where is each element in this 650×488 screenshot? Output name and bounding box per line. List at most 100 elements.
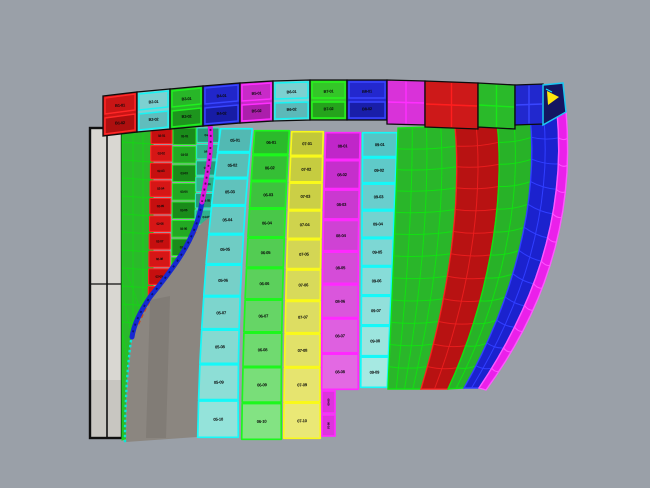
panel[interactable] [104,113,136,135]
panel[interactable] [320,353,360,391]
panel[interactable] [243,299,284,333]
panel[interactable] [248,180,288,209]
panel[interactable] [245,237,286,268]
panel[interactable] [274,81,309,100]
panel[interactable] [172,164,197,183]
edge-curve-cyan-dashed[interactable] [123,339,133,445]
top-band-panel[interactable]: B3-01 B3-02 [169,85,204,130]
top-band[interactable]: B1-01 B1-02 B2-01 B2-02 B3-01 B3-02 B4-01 B4-02… [102,79,567,137]
panel[interactable] [321,414,336,437]
panel[interactable] [283,333,321,368]
top-band-panel[interactable]: B4-01 B4-02 [202,82,241,127]
top-band-panel[interactable] [477,82,516,130]
col-yellow[interactable]: 07-01 07-02 07-03 07-04 07-05 07-06 07-07 07-08… [282,130,325,440]
panel[interactable] [200,296,242,330]
unpaneled-surface[interactable] [125,215,212,442]
panel[interactable] [324,131,362,161]
panel[interactable] [199,329,240,365]
panel[interactable] [197,363,240,401]
panel[interactable] [284,300,322,334]
panel[interactable] [361,210,396,239]
surface-green-1[interactable] [387,125,458,390]
panel[interactable] [288,155,324,183]
col-cyan-2[interactable]: 09-01 09-02 09-03 09-04 09-05 09-06 09-07 09-08… [359,131,399,389]
panel[interactable] [286,210,323,240]
panel[interactable] [148,233,171,250]
panel[interactable] [207,205,247,235]
panel[interactable] [204,104,239,125]
panel[interactable] [285,238,322,270]
panel[interactable] [138,90,169,111]
panel[interactable] [242,332,283,368]
panel[interactable] [171,182,196,201]
panel[interactable] [348,81,386,99]
panel[interactable] [284,269,322,301]
panel[interactable] [361,131,399,158]
panel[interactable] [204,84,239,105]
surface-magenta-edge[interactable] [477,109,569,391]
panel[interactable] [321,284,360,319]
panel[interactable] [148,250,171,268]
panel[interactable] [321,251,360,285]
panel[interactable] [360,325,391,357]
panel[interactable] [311,101,346,119]
top-band-panel[interactable]: B5-01 B5-02 [239,80,274,124]
panel[interactable] [202,264,243,297]
col-green[interactable]: 06-01 06-02 06-03 06-04 06-05 06-06 06-07 06-08… [240,129,291,441]
top-band-panel[interactable]: B6-01 B6-02 [272,79,311,122]
panel[interactable] [241,366,283,403]
top-band-panel[interactable]: B2-01 B2-02 [136,88,171,133]
panel[interactable] [289,130,325,157]
panel[interactable] [241,82,272,102]
panel[interactable] [213,152,251,179]
panel[interactable] [283,367,321,403]
panel[interactable] [240,402,283,441]
panel[interactable] [274,101,309,120]
panel[interactable] [287,182,323,211]
panel[interactable] [348,101,386,119]
band-end-cap[interactable] [542,82,567,127]
panel[interactable] [360,295,392,326]
panel[interactable] [171,107,202,128]
panel[interactable] [322,189,361,220]
panel[interactable] [241,102,272,122]
mast-body[interactable] [88,126,124,440]
panel[interactable] [138,110,169,131]
panel[interactable] [149,180,172,197]
panel[interactable] [361,183,397,211]
panel[interactable] [216,127,254,153]
panel[interactable] [210,177,249,206]
panel[interactable] [104,93,136,115]
panel[interactable] [320,318,359,354]
panel[interactable] [250,154,289,182]
panel[interactable] [360,237,395,267]
panel[interactable] [205,234,245,265]
panel[interactable] [150,145,173,162]
panel[interactable] [244,267,285,300]
panel[interactable] [361,157,398,184]
panel[interactable] [148,215,172,233]
panel[interactable] [196,400,240,439]
top-band-panel[interactable]: B8-01 B8-02 [346,79,388,121]
top-band-panel[interactable] [424,80,479,130]
panel[interactable] [149,162,172,180]
top-band-panel[interactable]: B1-01 B1-02 [102,91,138,137]
mast-column[interactable] [88,126,124,440]
panel[interactable] [247,208,287,238]
edge-curve-red-dashed[interactable] [137,231,197,327]
panel[interactable] [171,87,202,108]
panel[interactable] [149,197,172,215]
panel[interactable] [282,402,322,440]
panel[interactable] [252,129,291,155]
panel[interactable] [359,356,390,389]
panel[interactable] [311,81,346,99]
panel[interactable] [360,266,393,296]
panel[interactable] [321,390,336,414]
panel[interactable] [323,159,361,190]
top-band-panel[interactable] [514,83,544,126]
col-magenta[interactable]: 08-01 08-02 08-03 08-04 08-05 08-06 08-07 08-08 [320,131,362,391]
panel[interactable] [322,219,360,252]
col-cyan-1[interactable]: 05-01 05-02 05-03 05-04 05-05 05-06 05-07 05-08… [196,127,254,439]
